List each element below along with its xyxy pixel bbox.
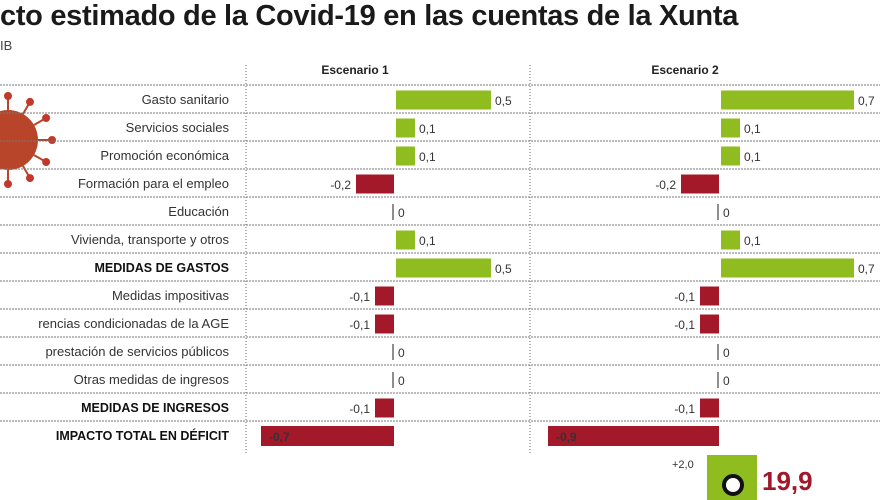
category-label: Educación xyxy=(168,204,229,219)
category-label: Gasto sanitario xyxy=(142,92,229,107)
data-label: 0,7 xyxy=(858,262,875,276)
coronavirus-icon xyxy=(0,92,56,188)
data-label: -0,1 xyxy=(349,290,370,304)
bar xyxy=(721,258,854,278)
data-label: -0,1 xyxy=(349,318,370,332)
bar xyxy=(721,146,740,166)
category-label: rencias condicionadas de la AGE xyxy=(38,316,229,331)
bar xyxy=(681,174,719,194)
category-label: Promoción económica xyxy=(100,148,229,163)
data-label: 0,5 xyxy=(495,262,512,276)
data-label: 0 xyxy=(398,346,405,360)
bar xyxy=(356,174,394,194)
bar xyxy=(700,286,719,306)
category-label: Medidas impositivas xyxy=(112,288,230,303)
virus-spike-tip xyxy=(42,158,51,166)
virus-spike-tip xyxy=(26,97,34,106)
category-label: MEDIDAS DE GASTOS xyxy=(94,261,229,275)
virus-spike-tip xyxy=(48,136,56,144)
bar xyxy=(396,258,491,278)
bar xyxy=(721,90,854,110)
chart-subtitle: IB xyxy=(0,38,13,53)
data-label: 0 xyxy=(723,374,730,388)
data-label: 0,5 xyxy=(495,94,512,108)
series-header: Escenario 2 xyxy=(651,63,719,77)
bar xyxy=(700,314,719,334)
data-label: 0,1 xyxy=(419,150,436,164)
data-label: 0,1 xyxy=(419,122,436,136)
bar xyxy=(721,118,740,138)
footer-change: +2,0 xyxy=(672,459,694,471)
data-label: 0,1 xyxy=(744,234,761,248)
bar xyxy=(396,146,415,166)
data-label: 0,1 xyxy=(419,234,436,248)
bar xyxy=(375,398,394,418)
data-label: -0,1 xyxy=(349,402,370,416)
data-label: -0,7 xyxy=(269,430,290,444)
virus-spike-tip xyxy=(4,180,12,188)
data-label: -0,9 xyxy=(556,430,577,444)
data-label: 0 xyxy=(723,346,730,360)
data-label: -0,1 xyxy=(674,318,695,332)
data-label: 0,1 xyxy=(744,122,761,136)
virus-spike-tip xyxy=(42,114,51,122)
person-icon xyxy=(722,474,744,496)
bar xyxy=(396,118,415,138)
data-label: 0,7 xyxy=(858,94,875,108)
footer-value: 19,9 xyxy=(762,466,813,496)
bar xyxy=(396,90,491,110)
data-label: 0 xyxy=(398,374,405,388)
data-label: 0 xyxy=(723,206,730,220)
footer-badge xyxy=(707,455,757,500)
category-label: Formación para el empleo xyxy=(78,176,229,191)
bar xyxy=(700,398,719,418)
virus-spike-tip xyxy=(4,92,12,100)
chart-title: cto estimado de la Covid-19 en las cuent… xyxy=(0,0,739,32)
virus-spike-tip xyxy=(26,174,34,183)
bar xyxy=(396,230,415,250)
category-label: Servicios sociales xyxy=(126,120,230,135)
data-label: -0,2 xyxy=(655,178,676,192)
data-label: -0,2 xyxy=(330,178,351,192)
data-label: -0,1 xyxy=(674,290,695,304)
category-label: MEDIDAS DE INGRESOS xyxy=(81,401,229,415)
bar xyxy=(548,426,719,446)
category-label: IMPACTO TOTAL EN DÉFICIT xyxy=(56,428,230,443)
series-header: Escenario 1 xyxy=(321,63,389,77)
category-label: Vivienda, transporte y otros xyxy=(71,232,230,247)
bar xyxy=(375,314,394,334)
data-label: -0,1 xyxy=(674,402,695,416)
category-label: prestación de servicios públicos xyxy=(45,344,229,359)
bar xyxy=(261,426,394,446)
data-label: 0 xyxy=(398,206,405,220)
category-label: Otras medidas de ingresos xyxy=(74,372,230,387)
virus-body xyxy=(0,110,38,170)
bar xyxy=(375,286,394,306)
bar xyxy=(721,230,740,250)
data-label: 0,1 xyxy=(744,150,761,164)
